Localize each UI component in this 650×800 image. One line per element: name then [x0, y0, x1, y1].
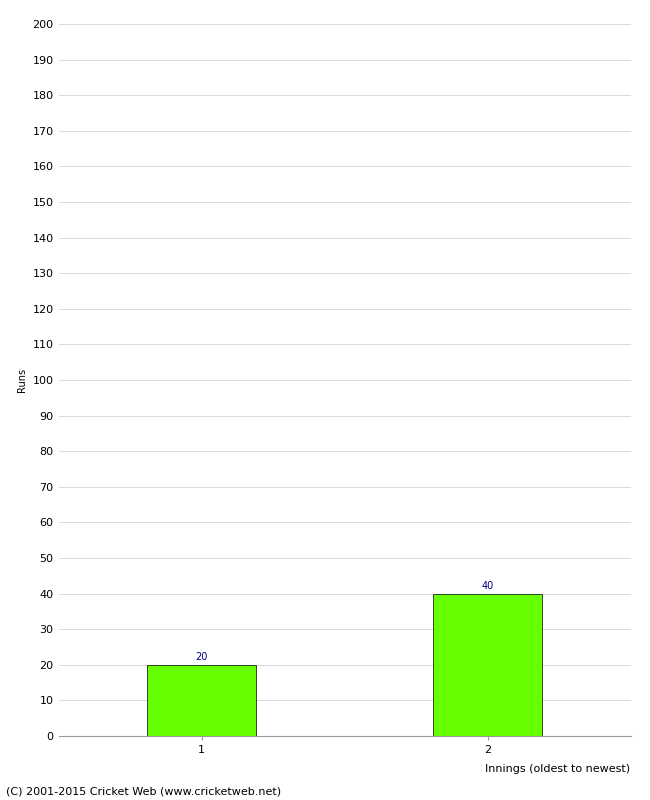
Bar	[147, 665, 256, 736]
Text: Innings (oldest to newest): Innings (oldest to newest)	[486, 765, 630, 774]
Text: 40: 40	[482, 581, 493, 590]
Y-axis label: Runs: Runs	[17, 368, 27, 392]
Text: (C) 2001-2015 Cricket Web (www.cricketweb.net): (C) 2001-2015 Cricket Web (www.cricketwe…	[6, 786, 281, 796]
Text: 20: 20	[195, 652, 208, 662]
Bar	[433, 594, 542, 736]
